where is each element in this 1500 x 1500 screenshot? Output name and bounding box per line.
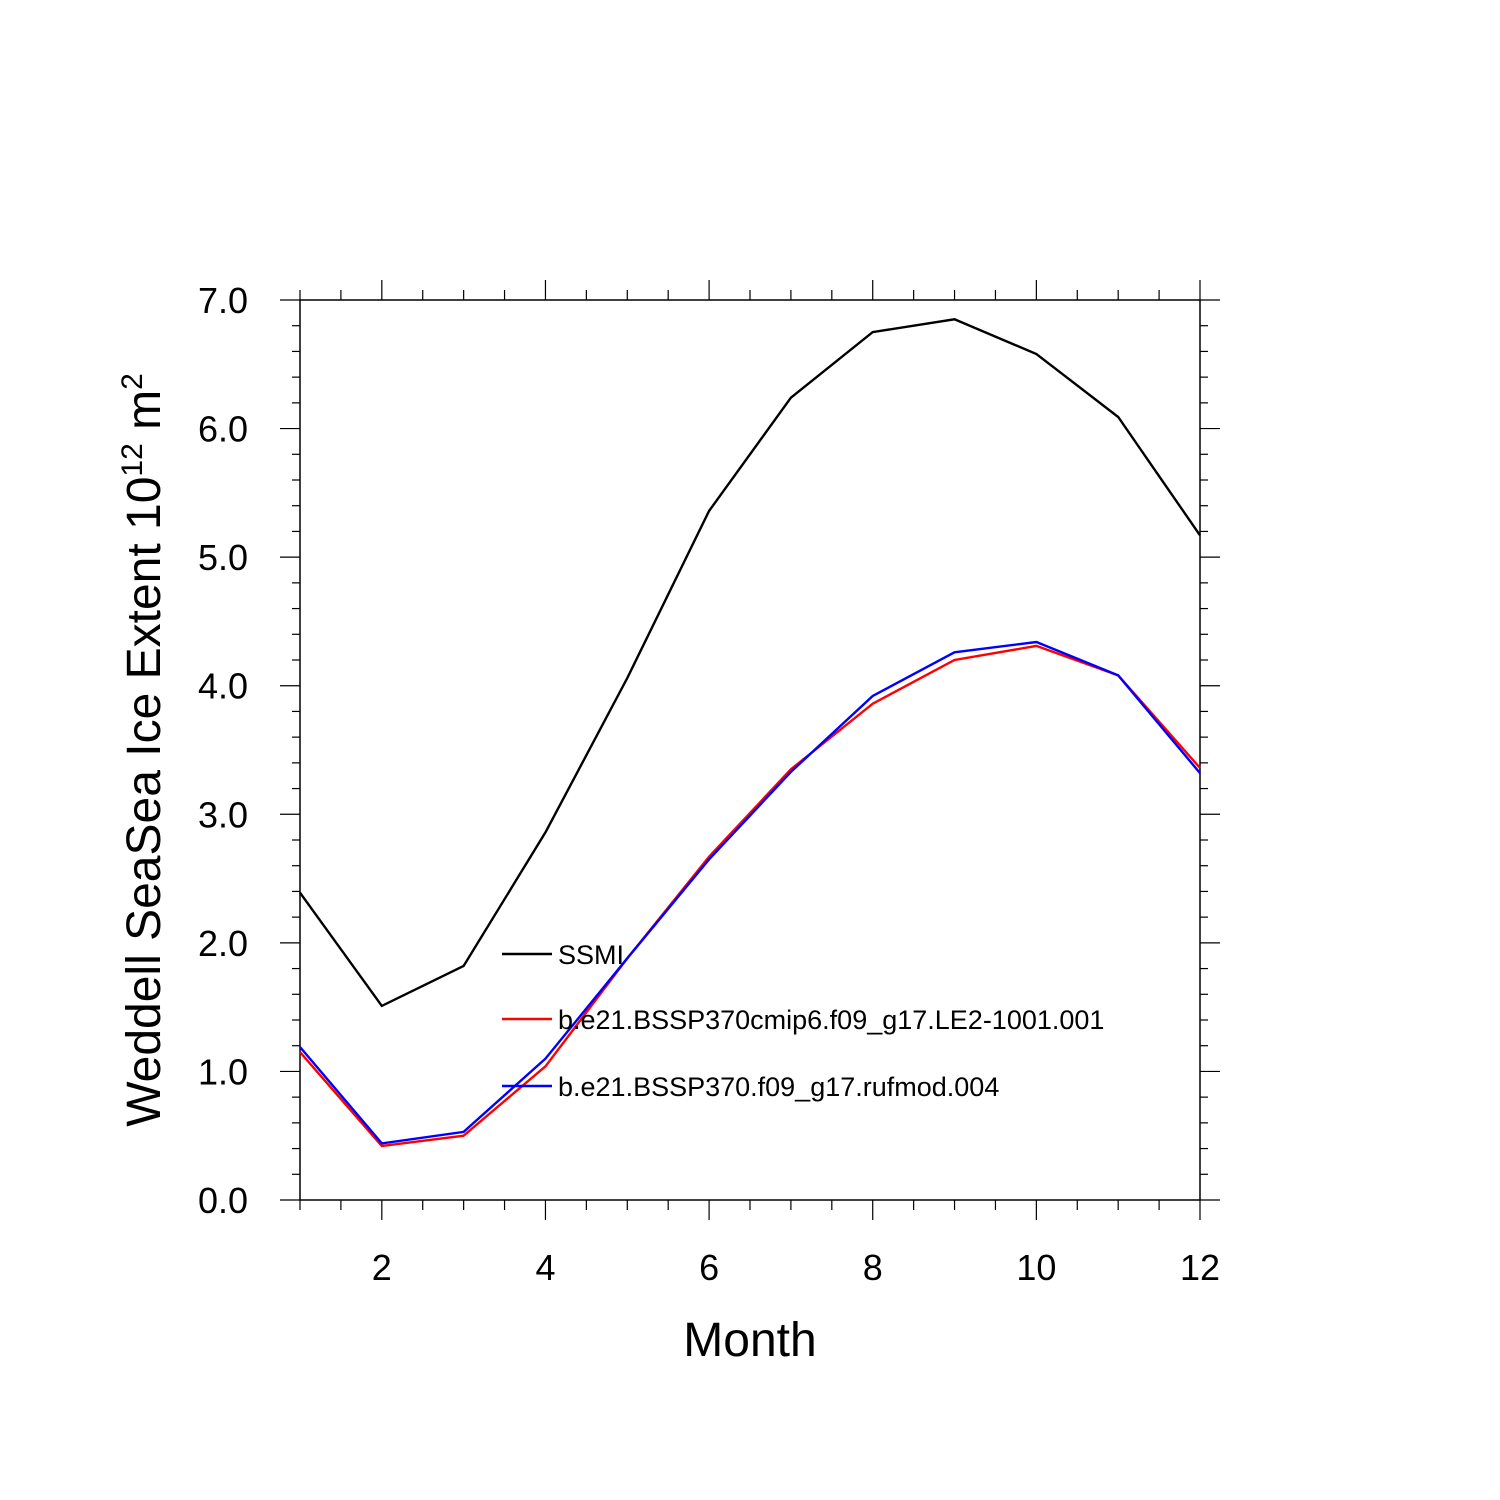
y-tick-label: 2.0 [198,923,248,964]
y-tick-label: 0.0 [198,1180,248,1221]
legend-label-ssmi: SSMI [558,940,624,970]
series-lines [299,318,1201,1148]
y-tick-label: 7.0 [198,280,248,321]
x-tick-label: 4 [535,1247,555,1288]
axis-ticks [280,280,1220,1220]
plot-frame [299,299,1201,1201]
y-axis-title-unit-exponent: 2 [116,373,149,390]
y-tick-label: 4.0 [198,666,248,707]
y-tick-label: 3.0 [198,794,248,835]
x-tick-label: 6 [699,1247,719,1288]
y-axis-title-unit: m [118,390,171,443]
x-tick-label: 8 [863,1247,883,1288]
series-line-le2-1001 [299,644,1201,1148]
tick-labels: 0.0 1.0 2.0 3.0 4.0 5.0 6.0 7.0 2 4 6 8 10 12 [198,280,1220,1288]
y-tick-label: 5.0 [198,537,248,578]
y-axis-title-main: Weddell SeaSea Ice Extent 10 [118,477,171,1127]
series-line-rufmod [299,640,1201,1145]
legend: SSMI b.e21.BSSP370cmip6.f09_g17.LE2-1001.… [502,940,1104,1102]
x-axis-title: Month [683,1314,816,1367]
y-axis-title: Weddell SeaSea Ice Extent 1012 m2 [116,373,171,1127]
y-axis-title-exponent: 12 [116,443,149,476]
x-tick-label: 10 [1016,1247,1056,1288]
legend-label-le2-1001: b.e21.BSSP370cmip6.f09_g17.LE2-1001.001 [558,1005,1104,1035]
legend-label-rufmod: b.e21.BSSP370.f09_g17.rufmod.004 [558,1072,999,1102]
x-tick-label: 2 [372,1247,392,1288]
series-line-ssmi [299,318,1201,1008]
y-tick-label: 1.0 [198,1051,248,1092]
x-tick-label: 12 [1180,1247,1220,1288]
y-tick-label: 6.0 [198,409,248,450]
